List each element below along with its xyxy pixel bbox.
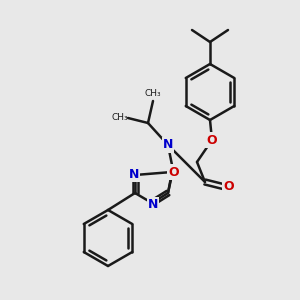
Text: O: O xyxy=(169,166,179,178)
Text: O: O xyxy=(207,134,217,146)
Text: CH₃: CH₃ xyxy=(112,113,128,122)
Text: CH₃: CH₃ xyxy=(145,88,161,98)
Text: N: N xyxy=(148,199,158,212)
Text: O: O xyxy=(224,181,234,194)
Text: N: N xyxy=(129,167,139,181)
Text: N: N xyxy=(163,139,173,152)
